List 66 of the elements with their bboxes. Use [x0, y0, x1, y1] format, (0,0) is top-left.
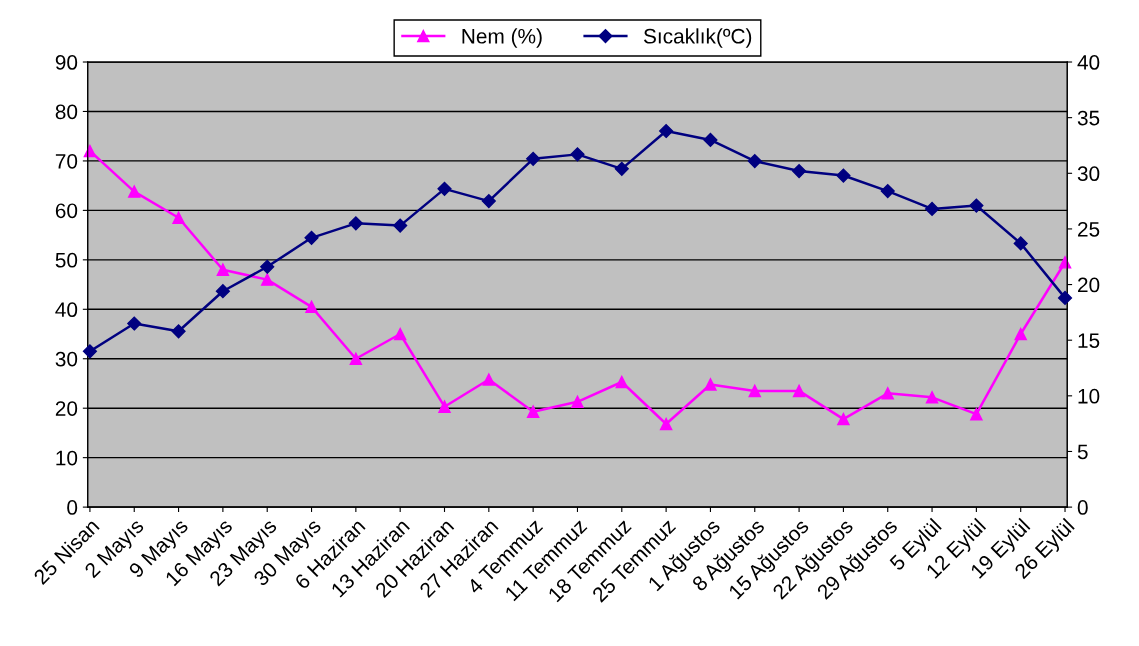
point [1014, 327, 1027, 341]
point [216, 263, 230, 276]
point [260, 273, 274, 286]
point [482, 373, 496, 386]
y2-tick-label: 30 [1077, 166, 1100, 182]
point [880, 184, 895, 199]
point [659, 123, 674, 139]
y-tick-label: 80 [55, 104, 78, 120]
point [393, 327, 407, 341]
point [570, 147, 585, 162]
point [792, 163, 807, 179]
legend-label: Sıcaklık(ºC) [643, 28, 752, 48]
point [349, 352, 363, 365]
point [748, 384, 762, 398]
point [970, 407, 983, 421]
y-tick-label: 10 [56, 450, 78, 466]
y-tick-label: 50 [55, 252, 78, 268]
point [215, 284, 230, 299]
point [481, 194, 496, 209]
point [881, 387, 894, 400]
y2-tick-label: 0 [1077, 500, 1088, 515]
y2-tick-label: 15 [1078, 333, 1100, 348]
point [792, 384, 806, 398]
point [704, 378, 717, 391]
point [82, 344, 97, 359]
point [571, 395, 584, 409]
point [837, 412, 850, 426]
point [747, 153, 762, 169]
point [924, 201, 940, 216]
point [304, 230, 319, 245]
point [127, 185, 141, 198]
point [171, 324, 186, 339]
point [703, 132, 718, 147]
point [526, 405, 540, 418]
point [305, 300, 318, 314]
y-tick-label: 20 [55, 401, 78, 416]
point [1058, 256, 1072, 269]
point [437, 181, 452, 196]
y-tick-label: 90 [55, 55, 78, 70]
y2-tick-label: 25 [1078, 221, 1100, 237]
point [969, 198, 984, 213]
legend-label: Nem (%) [462, 28, 542, 48]
point [1057, 290, 1073, 305]
y-tick-label: 40 [55, 302, 78, 318]
point [438, 400, 451, 413]
y2-tick-label: 5 [1077, 444, 1088, 460]
point [1013, 236, 1028, 251]
y2-tick-label: 20 [1078, 277, 1100, 293]
point [836, 168, 851, 183]
y2-tick-label: 10 [1078, 388, 1100, 404]
y-tick-label: 60 [55, 203, 78, 219]
y-tick-label: 30 [55, 351, 78, 367]
y-tick-label: 70 [55, 153, 78, 169]
y2-tick-label: 35 [1077, 110, 1100, 126]
y-tick-label: 0 [67, 500, 78, 515]
point [260, 259, 275, 274]
point [393, 218, 408, 233]
point [925, 391, 939, 404]
point [659, 417, 673, 431]
point [615, 375, 629, 389]
point [526, 151, 541, 166]
point [127, 316, 142, 331]
point [614, 161, 629, 176]
point [348, 216, 363, 231]
y2-tick-label: 40 [1077, 55, 1100, 70]
point [172, 211, 185, 225]
